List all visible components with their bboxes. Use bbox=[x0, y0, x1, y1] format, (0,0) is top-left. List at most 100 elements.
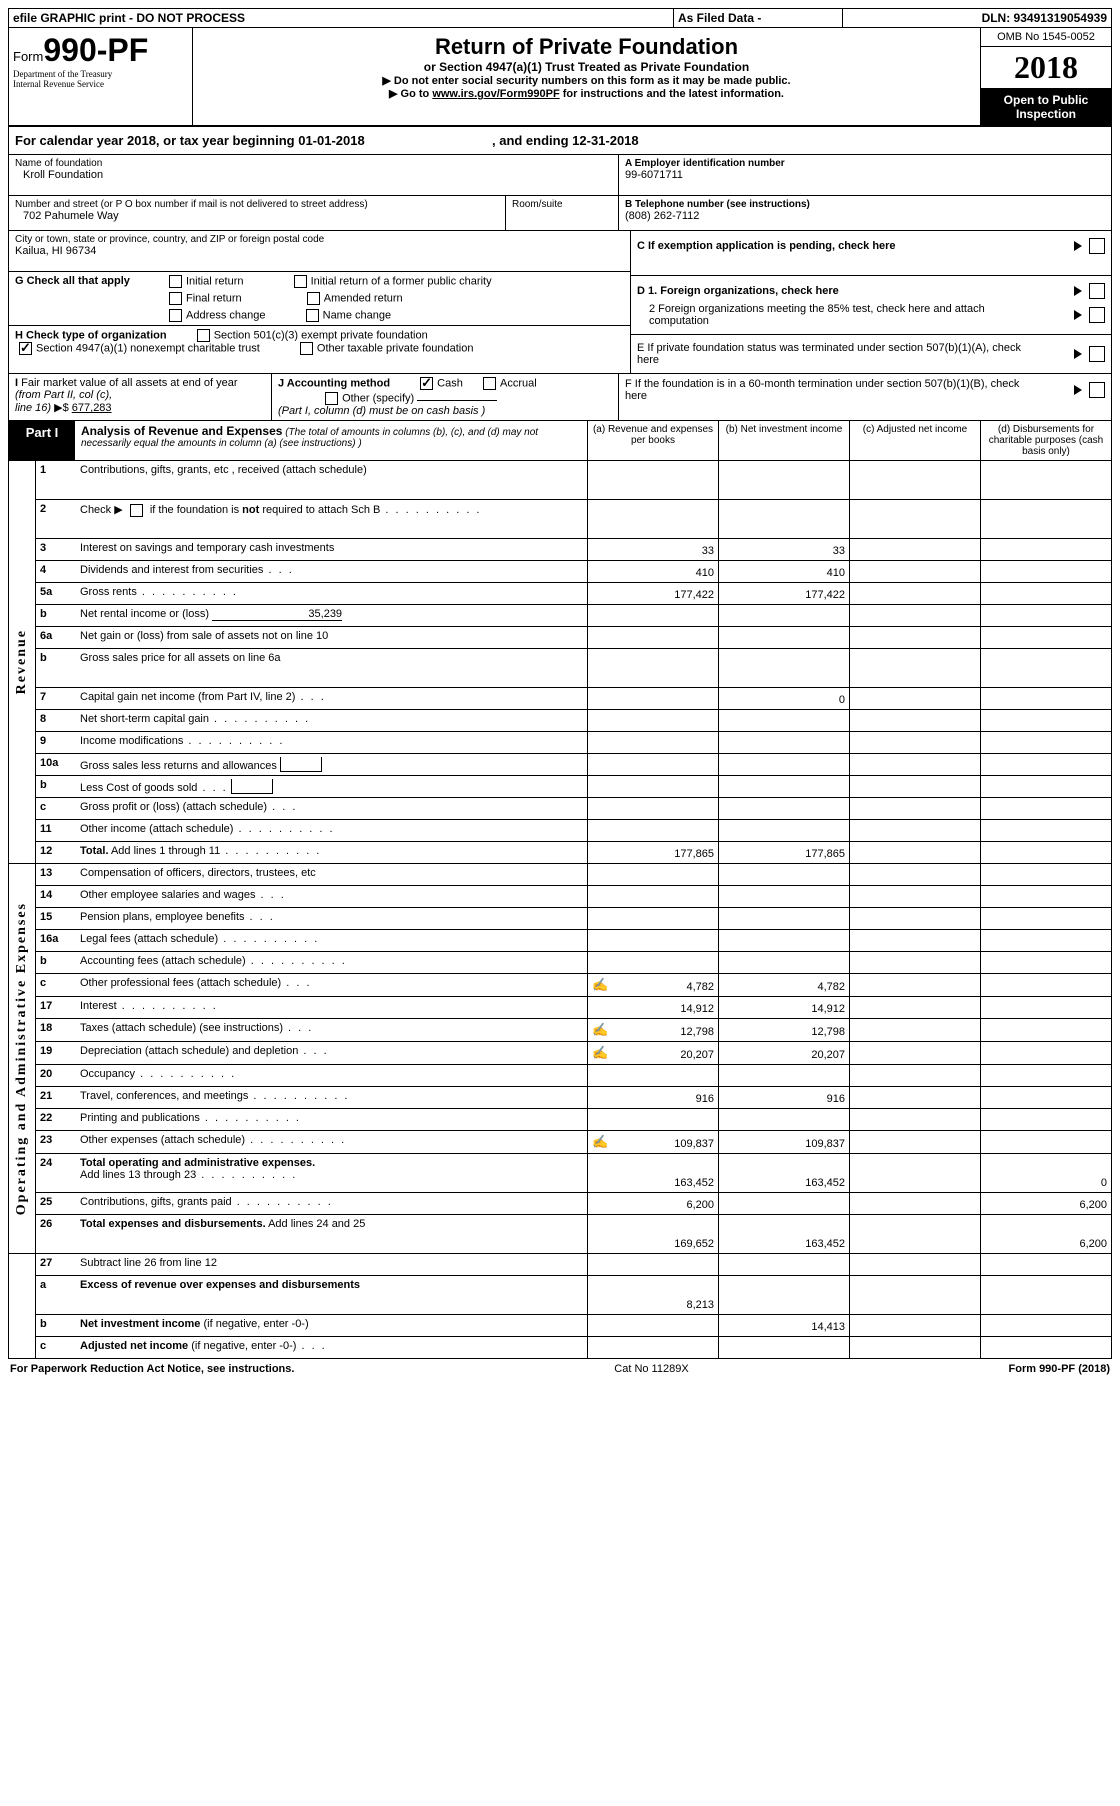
line-10c: Gross profit or (loss) (attach schedule) bbox=[80, 801, 267, 813]
chk-final-return[interactable] bbox=[169, 292, 182, 305]
f-label: F If the foundation is in a 60-month ter… bbox=[625, 378, 1025, 402]
omb-number: OMB No 1545-0052 bbox=[981, 28, 1111, 47]
l3-b: 33 bbox=[718, 539, 849, 560]
chk-f[interactable] bbox=[1089, 382, 1105, 398]
chk-501c3[interactable] bbox=[197, 329, 210, 342]
col-d-head: (d) Disbursements for charitable purpose… bbox=[981, 421, 1111, 460]
l4-a: 410 bbox=[587, 561, 718, 582]
city-value: Kailua, HI 96734 bbox=[15, 245, 624, 257]
part1-header: Part I Analysis of Revenue and Expenses … bbox=[9, 421, 1111, 461]
room-label: Room/suite bbox=[512, 199, 612, 210]
chk-other-taxable[interactable] bbox=[300, 342, 313, 355]
l27a-a: 8,213 bbox=[587, 1276, 718, 1314]
l24-b: 163,452 bbox=[718, 1154, 849, 1192]
chk-exemption[interactable] bbox=[1089, 238, 1105, 254]
attach-icon[interactable]: ✍ bbox=[592, 1022, 608, 1038]
chk-initial-return[interactable] bbox=[169, 275, 182, 288]
chk-4947a1[interactable] bbox=[19, 342, 32, 355]
arrow-icon bbox=[1074, 349, 1082, 359]
page-footer: For Paperwork Reduction Act Notice, see … bbox=[8, 1359, 1112, 1379]
box-g: G Check all that apply Initial return In… bbox=[9, 272, 630, 325]
attach-icon[interactable]: ✍ bbox=[592, 1134, 608, 1150]
calendar-year-line: For calendar year 2018, or tax year begi… bbox=[9, 127, 1111, 155]
line-9: Income modifications bbox=[80, 735, 183, 747]
chk-cash[interactable] bbox=[420, 377, 433, 390]
attach-icon[interactable]: ✍ bbox=[592, 1045, 608, 1061]
box-f: F If the foundation is in a 60-month ter… bbox=[619, 374, 1111, 420]
tax-year: 2018 bbox=[981, 47, 1111, 89]
line-25: Contributions, gifts, grants paid bbox=[80, 1196, 232, 1208]
box-j: J Accounting method Cash Accrual Other (… bbox=[272, 374, 618, 420]
l23-b: 109,837 bbox=[718, 1131, 849, 1153]
chk-e[interactable] bbox=[1089, 346, 1105, 362]
line-6b: Gross sales price for all assets on line… bbox=[80, 649, 587, 687]
line-14: Other employee salaries and wages bbox=[80, 889, 255, 901]
name-label: Name of foundation bbox=[15, 158, 612, 169]
line-2-pre: Check ▶ bbox=[80, 504, 123, 516]
chk-accrual[interactable] bbox=[483, 377, 496, 390]
title-block: Return of Private Foundation or Section … bbox=[193, 28, 981, 125]
line-7: Capital gain net income (from Part IV, l… bbox=[80, 691, 295, 703]
form-990pf: efile GRAPHIC print - DO NOT PROCESS As … bbox=[8, 8, 1112, 1359]
box-d: D 1. Foreign organizations, check here 2… bbox=[631, 276, 1111, 335]
l25-d: 6,200 bbox=[980, 1193, 1111, 1214]
revenue-vlabel: Revenue bbox=[14, 629, 30, 694]
line-1: Contributions, gifts, grants, etc , rece… bbox=[80, 461, 587, 499]
line-27a: Excess of revenue over expenses and disb… bbox=[80, 1276, 587, 1314]
l5a-a: 177,422 bbox=[587, 583, 718, 604]
chk-name-change[interactable] bbox=[306, 309, 319, 322]
line-4: Dividends and interest from securities bbox=[80, 564, 263, 576]
line-16a: Legal fees (attach schedule) bbox=[80, 933, 218, 945]
l17-a: 14,912 bbox=[587, 997, 718, 1018]
box-e: E If private foundation status was termi… bbox=[631, 335, 1111, 373]
foundation-name: Kroll Foundation bbox=[15, 169, 612, 181]
chk-d2[interactable] bbox=[1089, 307, 1105, 323]
l25-a: 6,200 bbox=[587, 1193, 718, 1214]
foundation-name-block: Name of foundation Kroll Foundation bbox=[9, 155, 619, 195]
form-subtitle: or Section 4947(a)(1) Trust Treated as P… bbox=[199, 60, 974, 74]
h-label: H Check type of organization bbox=[15, 329, 167, 341]
arrow-icon bbox=[1074, 385, 1082, 395]
col-c-head: (c) Adjusted net income bbox=[850, 421, 981, 460]
footer-mid: Cat No 11289X bbox=[614, 1363, 688, 1375]
l16c-b: 4,782 bbox=[718, 974, 849, 996]
line-16c: Other professional fees (attach schedule… bbox=[80, 977, 281, 989]
cal-end: , and ending 12-31-2018 bbox=[492, 133, 639, 148]
l21-a: 916 bbox=[587, 1087, 718, 1108]
form-number: 990-PF bbox=[43, 32, 148, 68]
j-other: Other (specify) bbox=[342, 392, 414, 404]
line-10a: Gross sales less returns and allowances bbox=[80, 760, 277, 772]
j-note: (Part I, column (d) must be on cash basi… bbox=[278, 405, 485, 417]
attach-icon[interactable]: ✍ bbox=[592, 977, 608, 993]
chk-amended[interactable] bbox=[307, 292, 320, 305]
dept-line1: Department of the Treasury bbox=[13, 69, 188, 79]
phone-value: (808) 262-7112 bbox=[625, 210, 1105, 222]
phone-block: B Telephone number (see instructions) (8… bbox=[619, 196, 1111, 230]
h-opt3: Other taxable private foundation bbox=[317, 342, 474, 354]
l5b-val: 35,239 bbox=[212, 608, 342, 621]
public-inspection: Open to Public Inspection bbox=[981, 89, 1111, 125]
line-23: Other expenses (attach schedule) bbox=[80, 1134, 245, 1146]
irs-link[interactable]: www.irs.gov/Form990PF bbox=[432, 88, 559, 100]
expense-vlabel: Operating and Administrative Expenses bbox=[14, 902, 30, 1215]
l16c-a: 4,782 bbox=[686, 981, 714, 993]
note2-pre: ▶ Go to bbox=[389, 88, 432, 100]
chk-other-method[interactable] bbox=[325, 392, 338, 405]
chk-d1[interactable] bbox=[1089, 283, 1105, 299]
city-label: City or town, state or province, country… bbox=[15, 234, 624, 245]
col-a-head: (a) Revenue and expenses per books bbox=[588, 421, 719, 460]
header: Form990-PF Department of the Treasury In… bbox=[9, 28, 1111, 127]
j-accrual: Accrual bbox=[500, 377, 537, 389]
address-label: Number and street (or P O box number if … bbox=[15, 199, 499, 210]
ein-value: 99-6071711 bbox=[625, 169, 1105, 181]
chk-address-change[interactable] bbox=[169, 309, 182, 322]
part1-title: Analysis of Revenue and Expenses bbox=[81, 424, 282, 438]
l27b-b: 14,413 bbox=[718, 1315, 849, 1336]
line-20: Occupancy bbox=[80, 1068, 135, 1080]
chk-initial-former[interactable] bbox=[294, 275, 307, 288]
as-filed: As Filed Data - bbox=[674, 9, 843, 27]
l26-a: 169,652 bbox=[587, 1215, 718, 1253]
j-label: J Accounting method bbox=[278, 377, 390, 389]
line-13: Compensation of officers, directors, tru… bbox=[80, 864, 587, 885]
chk-schb[interactable] bbox=[130, 504, 143, 517]
